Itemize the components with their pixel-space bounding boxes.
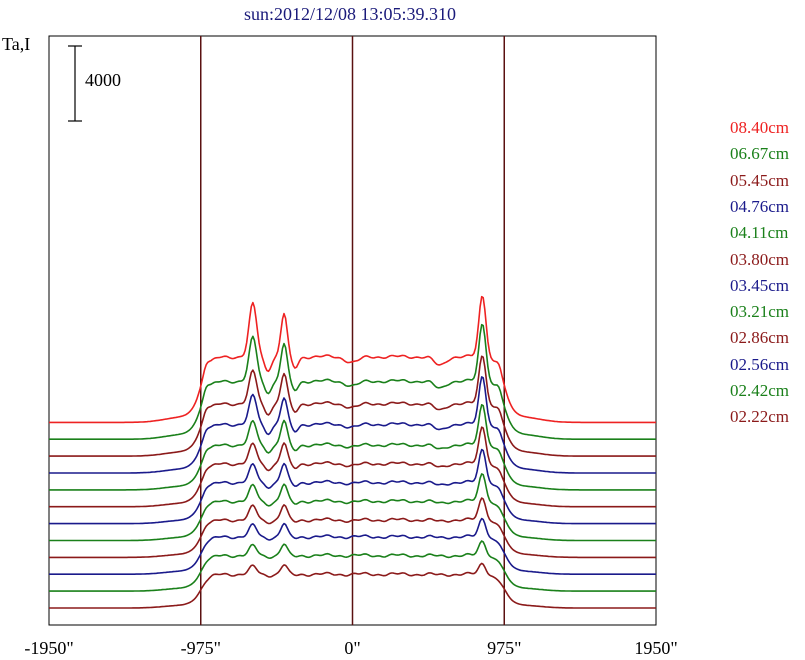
series-line-08.40cm — [49, 295, 656, 424]
legend-item-05.45cm: 05.45cm — [730, 170, 790, 190]
legend-item-02.22cm: 02.22cm — [730, 407, 790, 427]
series-line-03.21cm — [49, 473, 656, 542]
series-line-05.45cm — [49, 355, 656, 457]
legend-item-03.45cm: 03.45cm — [730, 275, 790, 295]
legend-item-02.42cm: 02.42cm — [730, 381, 790, 400]
legend-item-03.21cm: 03.21cm — [730, 302, 790, 322]
legend-item-02.86cm: 02.86cm — [730, 328, 790, 348]
series-line-06.67cm — [49, 323, 656, 441]
x-tick-label-0: -1950" — [24, 638, 73, 658]
series-line-03.80cm — [49, 426, 656, 508]
legend-item-08.40cm: 08.40cm — [730, 118, 790, 137]
legend-item-04.76cm: 04.76cm — [730, 196, 790, 216]
legend-item-02.56cm: 02.56cm — [730, 354, 790, 374]
legend-item-04.11cm: 04.11cm — [730, 223, 789, 243]
series-line-02.22cm — [49, 562, 656, 609]
series-line-04.76cm — [49, 376, 656, 474]
legend-item-06.67cm: 06.67cm — [730, 144, 790, 164]
series-line-02.86cm — [49, 497, 656, 559]
scale-bar-label: 4000 — [85, 70, 121, 90]
series-line-02.42cm — [49, 540, 656, 592]
chart-title: sun:2012/12/08 13:05:39.310 — [243, 4, 456, 24]
series-line-02.56cm — [49, 517, 656, 576]
series-line-04.11cm — [49, 403, 656, 491]
legend-item-03.80cm: 03.80cm — [730, 249, 790, 269]
x-tick-label-3: 975" — [487, 638, 521, 658]
y-axis-label: Ta,I — [2, 34, 31, 54]
x-tick-label-2: 0" — [344, 638, 360, 658]
series-line-03.45cm — [49, 448, 656, 525]
x-tick-label-4: 1950" — [634, 638, 677, 658]
x-tick-label-1: -975" — [181, 638, 221, 658]
